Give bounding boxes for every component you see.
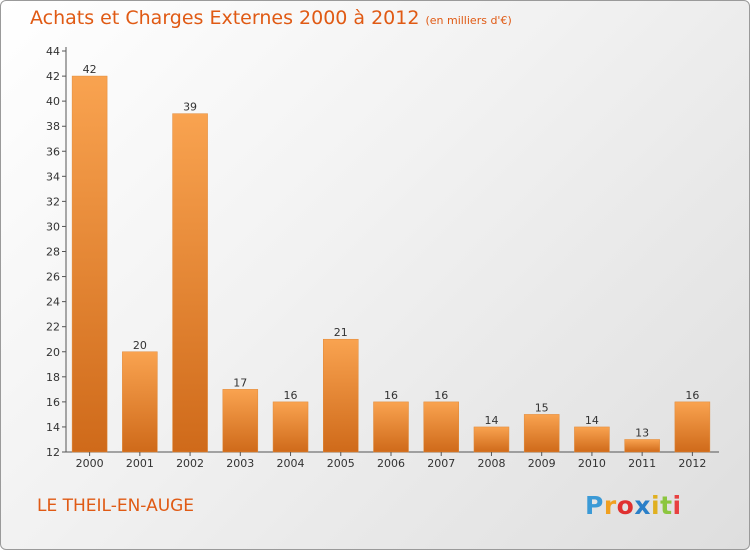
- x-tick-label: 2006: [377, 457, 405, 470]
- proxiti-logo[interactable]: Proxiti: [585, 491, 682, 520]
- y-tick-label: 34: [46, 170, 60, 183]
- chart-subtitle: (en milliers d'€): [425, 14, 512, 27]
- bar-2002: [172, 113, 208, 453]
- y-tick-label: 42: [46, 70, 60, 83]
- chart-title-text: Achats et Charges Externes 2000 à 2012: [30, 7, 420, 29]
- y-tick-label: 12: [46, 446, 60, 459]
- y-tick-label: 28: [46, 246, 60, 259]
- y-tick-label: 30: [46, 220, 60, 233]
- bars: 42 20 39 17 16 21 16 16 14 15 14 13 16: [71, 63, 711, 453]
- bar-value-label: 16: [434, 389, 448, 402]
- bar-value-label: 42: [83, 63, 97, 76]
- bar-2009: [523, 414, 560, 453]
- bar-2012: [674, 401, 711, 453]
- x-tick-label: 2007: [427, 457, 455, 470]
- x-tick-label: 2004: [277, 457, 305, 470]
- bar-value-label: 13: [635, 426, 649, 439]
- bar-2007: [423, 401, 459, 453]
- x-tick-label: 2002: [176, 457, 204, 470]
- x-tick-label: 2011: [628, 457, 656, 470]
- y-tick-label: 22: [46, 321, 60, 334]
- logo-letter: r: [603, 491, 617, 520]
- y-tick-label: 16: [46, 396, 60, 409]
- chart-title: Achats et Charges Externes 2000 à 2012 (e…: [30, 7, 512, 29]
- bar-value-label: 39: [183, 101, 197, 114]
- y-tick-label: 40: [46, 95, 60, 108]
- y-tick-label: 24: [46, 296, 60, 309]
- logo-letter: P: [585, 491, 604, 520]
- y-tick-label: 36: [46, 145, 60, 158]
- x-tick-label: 2012: [678, 457, 706, 470]
- commune-name: LE THEIL-EN-AUGE: [37, 496, 195, 516]
- logo-letter: x: [634, 491, 651, 520]
- bar-value-label: 16: [284, 389, 298, 402]
- bar-2008: [473, 426, 510, 453]
- x-tick-label: 2005: [327, 457, 355, 470]
- bar-value-label: 21: [334, 326, 348, 339]
- y-tick-label: 38: [46, 120, 60, 133]
- x-tick-label: 2000: [76, 457, 104, 470]
- bar-2005: [323, 338, 359, 453]
- bar-value-label: 14: [484, 414, 498, 427]
- bar-value-label: 16: [384, 389, 398, 402]
- bar-value-label: 16: [685, 389, 699, 402]
- bar-value-label: 20: [133, 339, 147, 352]
- bar-value-label: 17: [233, 376, 247, 389]
- logo-letter: i: [651, 491, 661, 520]
- bar-2003: [222, 389, 259, 453]
- y-tick-label: 26: [46, 271, 60, 284]
- x-tick-label: 2008: [477, 457, 505, 470]
- x-axis: 2000 2001 2002 2003 2004 2005 2006 2007 2008 2009…: [76, 452, 706, 470]
- x-tick-label: 2010: [578, 457, 606, 470]
- bar-2011: [624, 439, 660, 453]
- y-tick-label: 18: [46, 371, 60, 384]
- bar-2001: [122, 351, 158, 453]
- bar-value-label: 14: [585, 414, 599, 427]
- y-tick-label: 14: [46, 421, 60, 434]
- x-tick-label: 2009: [528, 457, 556, 470]
- x-tick-label: 2001: [126, 457, 154, 470]
- y-tick-label: 44: [46, 45, 60, 58]
- x-tick-label: 2003: [226, 457, 254, 470]
- y-tick-label: 20: [46, 346, 60, 359]
- bar-2004: [272, 401, 309, 453]
- bar-2000: [71, 75, 108, 453]
- logo-letter: t: [660, 491, 673, 520]
- logo-letter: i: [672, 491, 682, 520]
- bar-2010: [574, 426, 610, 453]
- bar-value-label: 15: [535, 401, 549, 414]
- logo-letter: o: [616, 491, 635, 520]
- bar-2006: [373, 401, 409, 453]
- y-tick-label: 32: [46, 195, 60, 208]
